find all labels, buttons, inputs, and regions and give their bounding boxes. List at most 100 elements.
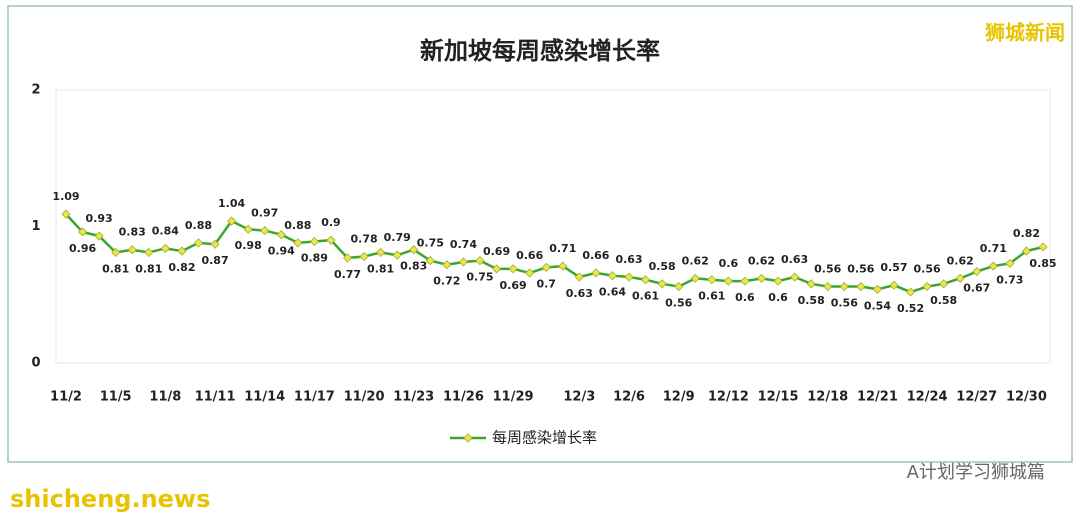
- data-point: [525, 268, 535, 278]
- data-label: 0.81: [102, 262, 129, 275]
- data-point: [61, 209, 71, 219]
- data-label: 0.89: [301, 252, 328, 265]
- data-label: 0.72: [433, 275, 460, 288]
- data-point: [243, 224, 253, 234]
- data-label: 0.62: [682, 254, 709, 267]
- data-point: [905, 287, 916, 297]
- data-point: [359, 251, 369, 262]
- data-label: 0.94: [268, 245, 295, 258]
- data-point: [889, 280, 899, 290]
- data-label: 0.98: [235, 239, 262, 252]
- data-label: 0.73: [996, 273, 1023, 286]
- data-point: [790, 272, 800, 282]
- data-label: 0.62: [947, 254, 974, 267]
- data-label: 0.81: [135, 262, 162, 275]
- data-label: 0.66: [516, 249, 543, 262]
- data-label: 0.64: [599, 286, 626, 299]
- x-tick-label: 12/12: [708, 390, 749, 405]
- data-point: [508, 264, 518, 274]
- x-tick-label: 11/11: [195, 390, 236, 405]
- data-label: 0.77: [334, 268, 361, 281]
- data-label: 0.61: [632, 290, 659, 303]
- data-point: [872, 284, 882, 294]
- x-tick-label: 11/14: [244, 390, 285, 405]
- data-label: 0.58: [798, 294, 825, 307]
- data-label: 0.56: [831, 297, 858, 310]
- legend-label: 每周感染增长率: [492, 429, 597, 447]
- data-label: 0.82: [1013, 227, 1040, 240]
- data-point: [160, 243, 170, 253]
- x-tick-label: 12/21: [857, 390, 898, 405]
- data-label: 0.7: [536, 277, 556, 290]
- data-label: 0.63: [615, 253, 642, 266]
- x-tick-label: 12/24: [907, 390, 948, 405]
- data-label: 0.83: [119, 226, 146, 239]
- x-tick-label: 12/18: [807, 390, 848, 405]
- data-label: 0.87: [201, 254, 228, 267]
- data-label: 0.69: [483, 245, 510, 258]
- watermark: A计划学习狮城篇: [907, 462, 1045, 483]
- data-point: [442, 260, 452, 270]
- data-point: [972, 266, 982, 277]
- watermark: 狮城新闻: [985, 21, 1065, 45]
- data-point: [823, 281, 833, 292]
- data-point: [988, 261, 998, 271]
- data-point: [475, 256, 485, 266]
- x-tick-label: 11/20: [344, 390, 385, 405]
- data-point: [276, 230, 286, 240]
- data-point: [293, 238, 303, 248]
- data-label: 0.6: [735, 291, 755, 304]
- chart-title: 新加坡每周感染增长率: [420, 37, 660, 65]
- x-tick-label: 11/17: [294, 390, 335, 405]
- data-label: 0.79: [384, 231, 411, 244]
- data-point: [922, 281, 932, 292]
- data-label: 0.81: [367, 262, 394, 275]
- data-point: [227, 216, 237, 226]
- data-label: 0.84: [152, 224, 179, 237]
- data-point: [624, 272, 634, 282]
- data-label: 0.83: [400, 260, 427, 273]
- data-point: [491, 264, 502, 274]
- data-point: [326, 235, 336, 245]
- data-point: [1021, 246, 1032, 256]
- data-label: 0.66: [582, 249, 609, 262]
- data-label: 0.88: [185, 219, 212, 232]
- data-label: 0.74: [450, 238, 477, 251]
- data-point: [690, 273, 700, 283]
- x-tick-label: 11/26: [443, 390, 484, 405]
- data-label: 0.71: [980, 242, 1007, 255]
- data-label: 0.52: [897, 302, 924, 315]
- x-tick-label: 12/3: [563, 390, 595, 405]
- data-point: [541, 262, 551, 273]
- data-point: [193, 238, 204, 248]
- data-label: 0.56: [914, 263, 941, 276]
- x-tick-label: 11/23: [393, 390, 434, 405]
- data-label: 1.09: [52, 190, 79, 203]
- x-tick-label: 12/27: [956, 390, 997, 405]
- data-label: 0.78: [350, 233, 377, 246]
- data-point: [707, 275, 717, 285]
- data-label: 0.58: [930, 294, 957, 307]
- data-label: 0.63: [781, 253, 808, 266]
- data-point: [574, 272, 584, 282]
- data-point: [425, 256, 435, 266]
- data-label: 0.97: [251, 207, 278, 220]
- data-point: [376, 247, 386, 258]
- data-label: 0.63: [566, 287, 593, 300]
- data-point: [591, 268, 601, 278]
- chart-frame: [7, 5, 1073, 463]
- data-point: [839, 281, 849, 292]
- data-point: [674, 281, 684, 292]
- data-label: 0.85: [1029, 257, 1056, 270]
- data-label: 0.93: [86, 212, 113, 225]
- data-label: 0.57: [880, 261, 907, 274]
- data-point: [409, 245, 419, 255]
- data-label: 0.82: [168, 261, 195, 274]
- data-label: 0.75: [466, 271, 493, 284]
- y-tick-label: 0: [31, 356, 40, 371]
- data-label: 0.69: [500, 279, 527, 292]
- data-point: [657, 279, 667, 289]
- data-point: [309, 236, 319, 247]
- data-point: [342, 253, 353, 263]
